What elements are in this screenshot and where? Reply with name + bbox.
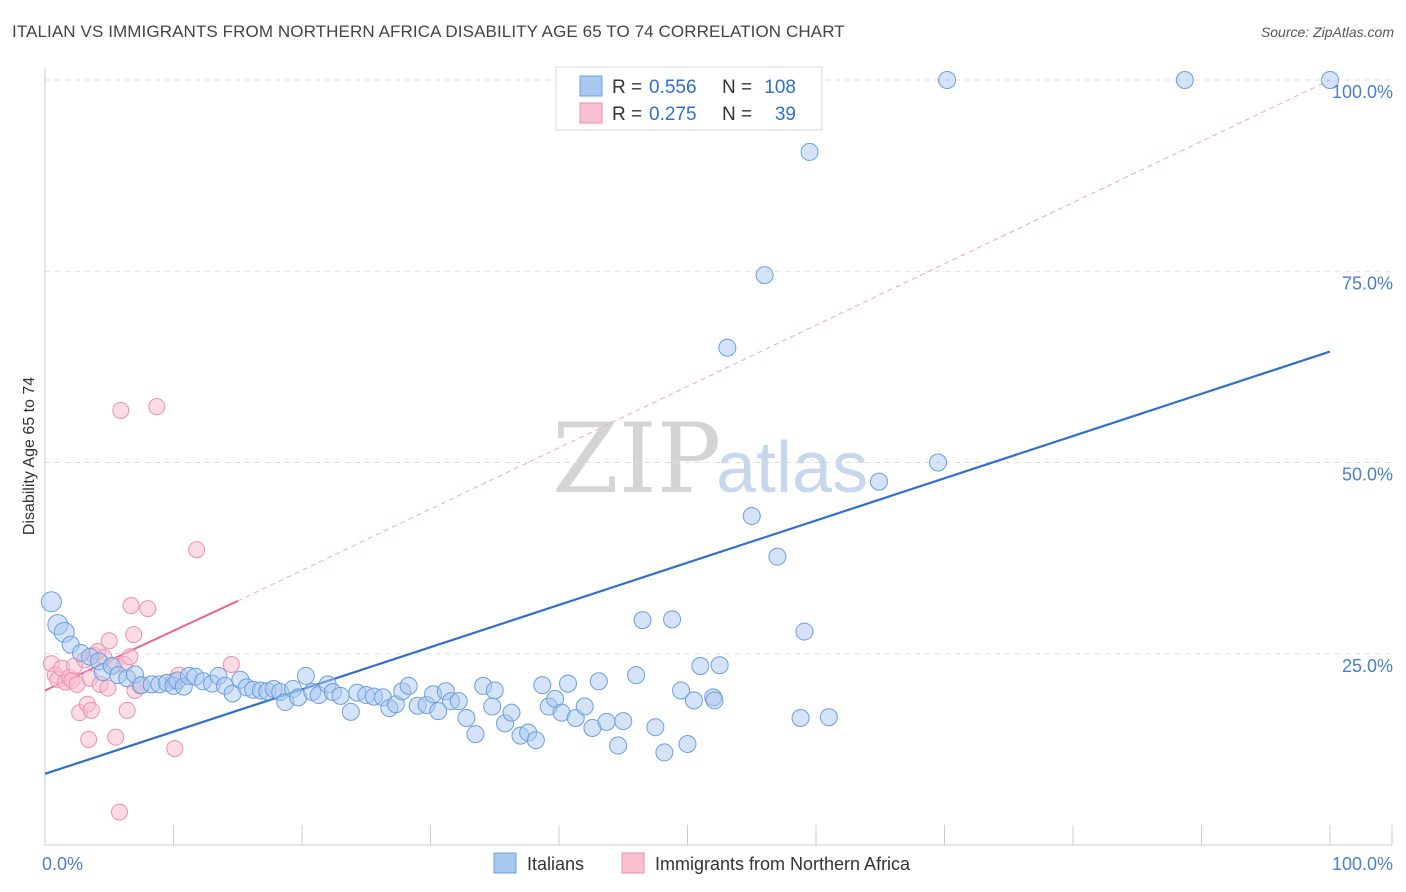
italians-point-74 (575, 697, 594, 716)
legend-italians-n-label: N = (722, 77, 752, 98)
italians-point-76 (589, 672, 608, 691)
immigrants-point-33 (148, 398, 166, 416)
italians-point-42 (341, 702, 360, 721)
legend-top: R = 0.556 N = 108 R = 0.275 N = 39 (555, 66, 823, 131)
immigrants-point-19 (99, 679, 117, 697)
italians-trend-line (44, 350, 1331, 775)
italians-point-91 (710, 656, 729, 675)
italians-point-36 (296, 666, 315, 685)
italians-point-61 (485, 681, 504, 700)
watermark-zip: ZIP (552, 403, 721, 515)
italians-point-88 (691, 656, 710, 675)
legend-italians-r-value: 0.556 (649, 77, 697, 98)
immigrants-point-27 (121, 648, 139, 666)
italians-point-77 (597, 712, 616, 731)
italians-point-90 (705, 691, 724, 710)
gridlines (45, 79, 1392, 655)
italians-point-79 (614, 712, 633, 731)
legend-bottom-italians-label: Italians (527, 854, 584, 874)
y-axis-title: Disability Age 65 to 74 (21, 377, 38, 535)
legend-bottom: Italians Immigrants from Northern Africa (493, 852, 911, 874)
italians-point-94 (755, 266, 774, 285)
tick-labels: 25.0% 50.0% 75.0% 100.0% 0.0% 100.0% (42, 82, 1393, 874)
legend-italians-n-value: 108 (764, 77, 796, 98)
chart-title: ITALIAN VS IMMIGRANTS FROM NORTHERN AFRI… (12, 22, 845, 41)
legend-bottom-immigrants-swatch (621, 852, 645, 874)
italians-point-102 (938, 71, 957, 89)
legend-bottom-italians-swatch (493, 852, 517, 874)
y-tick-label-100: 100.0% (1332, 82, 1393, 102)
watermark-atlas: atlas (716, 428, 868, 508)
italians-point-54 (429, 702, 448, 721)
legend-italians-r-label: R = (612, 77, 642, 98)
legend-immigrants-r-label: R = (612, 104, 642, 125)
italians-point-104 (1321, 71, 1339, 89)
italians-point-92 (718, 338, 737, 357)
y-tick-label-75: 75.0% (1342, 273, 1393, 293)
italians-point-72 (558, 674, 577, 693)
immigrants-point-23 (111, 803, 129, 821)
italians-point-50 (399, 676, 418, 695)
italians-point-98 (800, 142, 819, 161)
italians-points (40, 71, 1339, 762)
legend-immigrants-swatch (579, 102, 603, 124)
immigrants-point-37 (188, 541, 206, 559)
immigrants-point-22 (107, 728, 125, 746)
source-credit: Source: ZipAtlas.com (1260, 24, 1394, 40)
axes (44, 68, 1393, 846)
italians-point-93 (742, 507, 761, 526)
immigrants-point-24 (112, 401, 130, 419)
immigrants-point-32 (139, 600, 157, 618)
immigrants-point-38 (222, 655, 240, 673)
italians-point-82 (646, 718, 665, 737)
italians-point-80 (627, 666, 646, 685)
italians-point-87 (684, 691, 703, 710)
legend-bottom-immigrants-label: Immigrants from Northern Africa (655, 854, 911, 874)
italians-point-64 (502, 703, 521, 722)
italians-point-86 (678, 735, 697, 754)
italians-point-100 (869, 472, 888, 491)
legend-immigrants-r-value: 0.275 (649, 104, 697, 125)
italians-point-97 (795, 622, 814, 641)
legend-immigrants-n-value: 39 (775, 104, 796, 125)
immigrants-point-26 (118, 701, 136, 719)
immigrants-trend-extension (237, 79, 1331, 602)
italians-point-58 (457, 709, 476, 728)
italians-point-85 (672, 681, 691, 700)
immigrants-point-14 (80, 730, 98, 748)
italians-point-59 (466, 725, 485, 744)
y-tick-label-25: 25.0% (1342, 656, 1393, 676)
x-tick-label-100: 100.0% (1332, 854, 1393, 874)
italians-point-96 (791, 709, 810, 728)
italians-point-78 (609, 736, 628, 755)
italians-point-95 (768, 547, 787, 566)
italians-point-41 (331, 686, 350, 705)
immigrants-point-35 (166, 740, 184, 758)
immigrants-point-28 (122, 597, 140, 615)
italians-point-81 (633, 611, 652, 630)
legend-italians-swatch (579, 75, 603, 97)
y-tick-label-50: 50.0% (1342, 465, 1393, 485)
immigrants-points (42, 398, 240, 821)
italians-point-62 (483, 697, 502, 716)
italians-point-83 (655, 743, 674, 762)
italians-point-67 (526, 731, 545, 750)
legend-immigrants-n-label: N = (722, 104, 752, 125)
x-tick-label-0: 0.0% (42, 854, 83, 874)
italians-point-84 (663, 610, 682, 629)
italians-point-68 (533, 676, 552, 695)
italians-point-99 (819, 708, 838, 727)
italians-point-57 (449, 692, 468, 711)
italians-point-103 (1175, 71, 1194, 89)
immigrants-point-13 (82, 701, 100, 719)
immigrants-point-20 (100, 632, 118, 650)
italians-point-0 (40, 591, 62, 613)
italians-point-101 (929, 453, 948, 472)
immigrants-point-29 (125, 626, 143, 644)
